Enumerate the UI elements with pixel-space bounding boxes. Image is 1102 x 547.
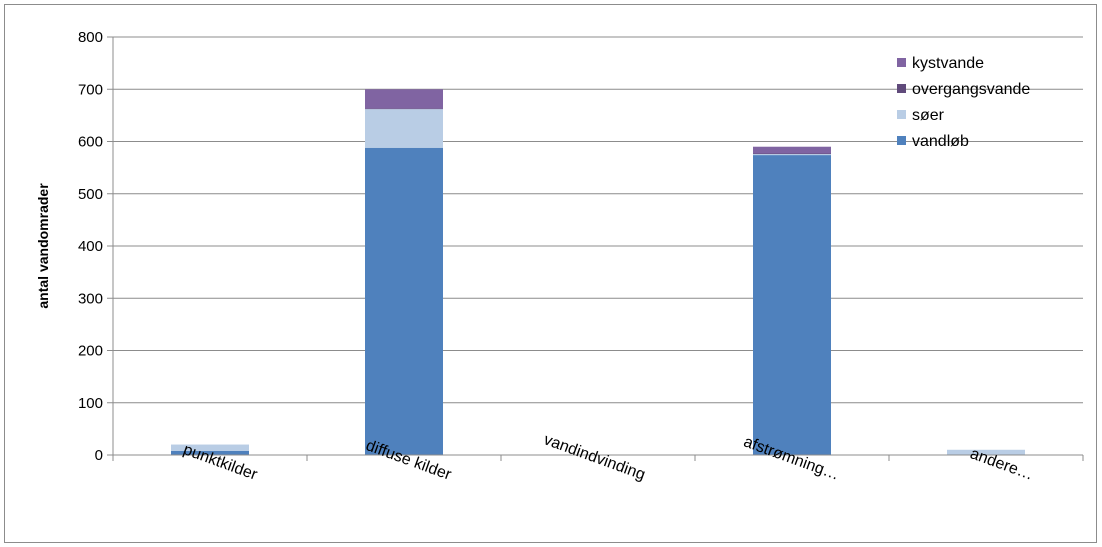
bar-segment-overgangsvande <box>753 153 831 155</box>
y-tick-label: 800 <box>78 29 103 46</box>
bar-segment-vandløb <box>171 450 249 455</box>
bar-segment-kystvande <box>753 146 831 154</box>
x-tick-label: vandindvinding <box>541 431 647 483</box>
legend-swatch <box>897 58 906 67</box>
legend: kystvande overgangsvande søer vandløb <box>897 55 1030 150</box>
y-axis-title: antal vandomrader <box>35 183 51 309</box>
legend-swatch <box>897 110 906 119</box>
legend-swatch <box>897 136 906 145</box>
legend-label: søer <box>912 107 945 124</box>
legend-label: vandløb <box>912 133 969 150</box>
bars <box>171 89 1025 455</box>
bar-segment-søer <box>947 449 1025 455</box>
bar-segment-søer <box>753 154 831 156</box>
legend-swatch <box>897 84 906 93</box>
y-tick-label: 500 <box>78 186 103 203</box>
bar-segment-kystvande <box>365 89 443 109</box>
bar-segment-vandløb <box>753 155 831 455</box>
bar-segment-vandløb <box>365 147 443 455</box>
bar-segment-søer <box>365 109 443 148</box>
legend-label: kystvande <box>912 55 984 72</box>
bar-segment-overgangsvande <box>365 108 443 110</box>
y-tick-label: 600 <box>78 134 103 151</box>
legend-label: overgangsvande <box>912 81 1030 98</box>
bar-segment-søer <box>171 444 249 451</box>
y-tick-label: 200 <box>78 343 103 360</box>
axes <box>107 36 1084 461</box>
y-tick-label: 400 <box>78 238 103 255</box>
y-tick-label: 300 <box>78 290 103 307</box>
y-tick-label: 700 <box>78 81 103 98</box>
x-tick-labels: punktkilder diffuse kilder vandindvinding a… <box>181 431 1036 484</box>
y-tick-label: 0 <box>95 447 103 464</box>
y-tick-labels: 0 100 200 300 400 500 600 700 800 <box>78 29 103 464</box>
y-tick-label: 100 <box>78 395 103 412</box>
gridlines <box>113 36 1083 404</box>
